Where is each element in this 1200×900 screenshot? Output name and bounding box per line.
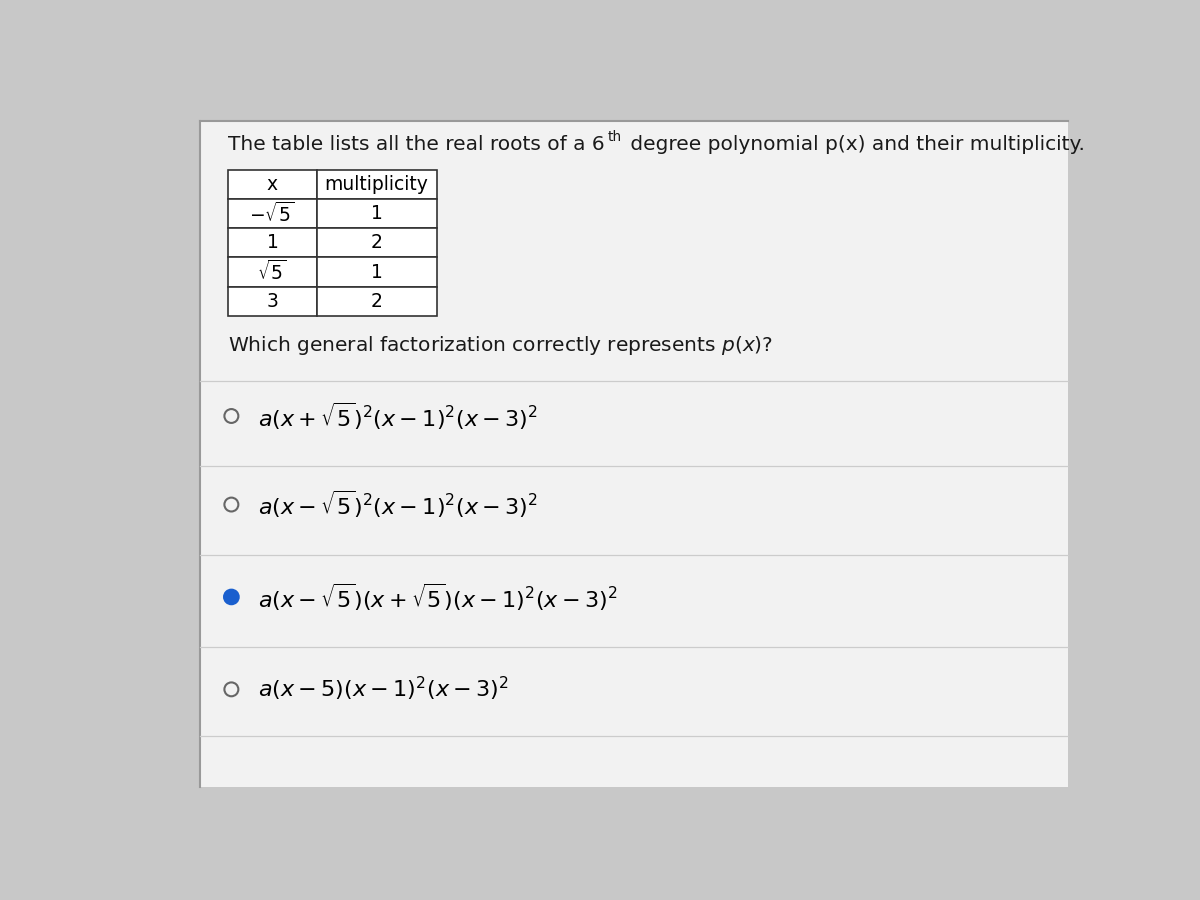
Bar bbox=[228, 257, 317, 286]
Bar bbox=[228, 228, 317, 257]
Text: degree polynomial p(x) and their multiplicity.: degree polynomial p(x) and their multipl… bbox=[624, 135, 1085, 155]
Text: $1$: $1$ bbox=[266, 233, 278, 252]
Text: $-\sqrt{5}$: $-\sqrt{5}$ bbox=[250, 202, 295, 226]
Bar bbox=[317, 169, 437, 199]
Text: $a(x-5)(x-1)^2(x-3)^2$: $a(x-5)(x-1)^2(x-3)^2$ bbox=[258, 675, 509, 704]
Bar bbox=[228, 169, 317, 199]
Text: th: th bbox=[607, 130, 622, 144]
Text: $3$: $3$ bbox=[266, 292, 278, 310]
Bar bbox=[228, 199, 317, 228]
Text: multiplicity: multiplicity bbox=[325, 175, 428, 194]
Text: $\sqrt{5}$: $\sqrt{5}$ bbox=[257, 260, 287, 284]
Bar bbox=[317, 199, 437, 228]
Bar bbox=[317, 257, 437, 286]
Text: x: x bbox=[266, 175, 277, 194]
Text: $a(x+\sqrt{5})^2(x-1)^2(x-3)^2$: $a(x+\sqrt{5})^2(x-1)^2(x-3)^2$ bbox=[258, 400, 539, 432]
Text: 2: 2 bbox=[371, 292, 383, 310]
Text: 2: 2 bbox=[371, 233, 383, 252]
Circle shape bbox=[224, 590, 239, 604]
Text: 1: 1 bbox=[371, 204, 383, 223]
Text: $a(x-\sqrt{5})(x+\sqrt{5})(x-1)^2(x-3)^2$: $a(x-\sqrt{5})(x+\sqrt{5})(x-1)^2(x-3)^2… bbox=[258, 581, 618, 613]
Text: The table lists all the real roots of a 6: The table lists all the real roots of a … bbox=[228, 135, 604, 155]
Text: 1: 1 bbox=[371, 263, 383, 282]
Bar bbox=[317, 286, 437, 316]
Text: $a(x-\sqrt{5})^2(x-1)^2(x-3)^2$: $a(x-\sqrt{5})^2(x-1)^2(x-3)^2$ bbox=[258, 489, 539, 520]
Bar bbox=[317, 228, 437, 257]
Bar bbox=[228, 286, 317, 316]
Text: Which general factorization correctly represents $p(x)$?: Which general factorization correctly re… bbox=[228, 334, 773, 356]
